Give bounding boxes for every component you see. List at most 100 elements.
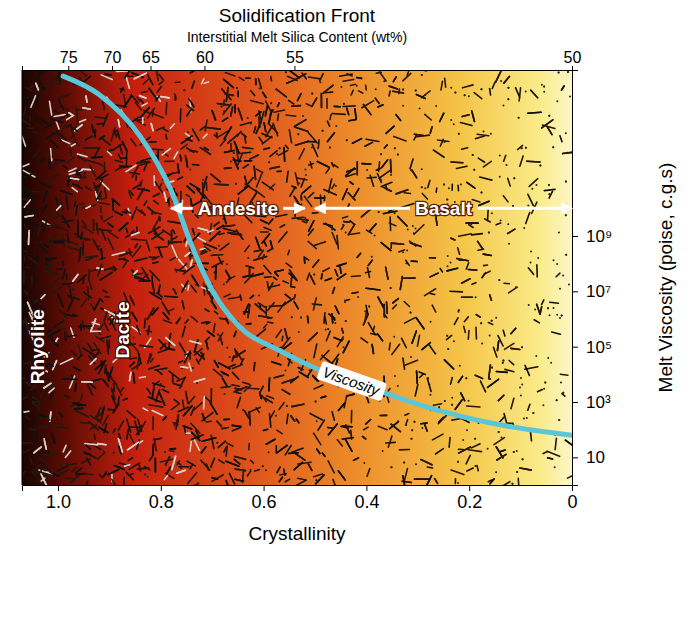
crystal <box>45 124 53 128</box>
crystal <box>188 473 197 484</box>
crystal <box>229 473 234 483</box>
crystal-dot <box>315 400 317 402</box>
crystal <box>26 210 29 214</box>
crystal <box>148 326 150 334</box>
crystal <box>267 396 274 399</box>
crystal <box>65 478 72 480</box>
crystal <box>172 246 177 258</box>
crystal-dot <box>429 394 431 396</box>
crystal <box>257 174 262 187</box>
crystal <box>520 468 531 470</box>
crystal <box>435 188 437 192</box>
crystal-dot <box>319 81 321 83</box>
crystal <box>352 291 358 294</box>
crystal <box>142 103 147 106</box>
crystal <box>179 361 183 363</box>
crystal <box>322 453 325 456</box>
crystal <box>54 77 60 84</box>
crystal <box>125 70 130 78</box>
crystal <box>414 134 423 135</box>
crystal <box>307 273 310 280</box>
crystal-dot <box>268 451 270 453</box>
crystal <box>179 155 182 160</box>
crystal <box>525 367 538 370</box>
crystal <box>490 88 491 94</box>
crystal <box>289 100 294 104</box>
crystal-dot <box>291 316 293 318</box>
crystal <box>277 467 280 473</box>
crystal <box>23 271 25 284</box>
crystal <box>156 127 164 130</box>
crystal <box>69 168 76 171</box>
crystal-dot <box>302 115 304 117</box>
crystal-dot <box>444 141 446 143</box>
crystal-dot <box>562 392 564 394</box>
crystal-dot <box>559 288 561 290</box>
crystal <box>287 414 288 424</box>
crystal <box>100 272 112 280</box>
crystal <box>430 127 432 133</box>
crystal <box>547 127 552 135</box>
crystal <box>481 381 486 392</box>
crystal <box>428 180 430 187</box>
crystal-dot <box>443 183 445 185</box>
crystal <box>52 287 62 293</box>
crystal-dot <box>327 328 329 330</box>
crystal <box>462 148 468 150</box>
crystal <box>141 91 147 93</box>
crystal <box>132 166 138 177</box>
crystal <box>213 369 222 376</box>
crystal <box>115 160 122 162</box>
crystal <box>318 420 324 430</box>
crystal <box>23 170 35 177</box>
crystal <box>49 388 54 393</box>
crystal <box>370 224 376 231</box>
crystal-dot <box>498 431 500 433</box>
crystal <box>298 368 303 370</box>
crystal-dot <box>447 255 449 257</box>
crystal <box>411 260 417 262</box>
crystal <box>111 128 115 141</box>
crystal <box>103 416 108 425</box>
crystal <box>297 178 306 180</box>
crystal <box>76 109 83 111</box>
crystal <box>287 81 293 84</box>
crystal <box>472 200 480 203</box>
crystal <box>459 447 471 453</box>
crystal <box>511 328 516 333</box>
crystal <box>333 287 335 293</box>
crystal <box>383 305 385 317</box>
crystal <box>323 85 333 93</box>
crystal <box>398 216 407 226</box>
crystal <box>492 82 495 88</box>
crystal-dot <box>415 227 417 229</box>
crystal <box>313 298 316 310</box>
crystal <box>202 413 213 421</box>
crystal <box>25 213 33 224</box>
crystal <box>113 429 115 433</box>
crystal <box>74 202 77 206</box>
crystal <box>174 399 179 403</box>
crystal <box>560 373 568 376</box>
crystal <box>206 420 211 422</box>
crystal <box>33 148 40 158</box>
crystal <box>388 91 391 96</box>
crystal <box>333 479 335 485</box>
crystal <box>25 266 29 268</box>
crystal <box>393 299 398 303</box>
crystal <box>214 183 228 185</box>
crystal <box>245 411 249 418</box>
crystal <box>118 421 123 430</box>
crystal <box>476 315 480 318</box>
crystal-dot <box>552 307 554 309</box>
crystal-dot <box>559 317 561 319</box>
crystal <box>224 418 229 420</box>
crystal-dot <box>345 320 347 322</box>
crystal-dot <box>174 93 176 95</box>
crystal <box>138 189 149 191</box>
crystal <box>126 77 129 88</box>
crystal <box>294 302 298 309</box>
crystal-dot <box>523 227 525 229</box>
crystal <box>272 362 281 365</box>
crystal <box>156 246 168 248</box>
